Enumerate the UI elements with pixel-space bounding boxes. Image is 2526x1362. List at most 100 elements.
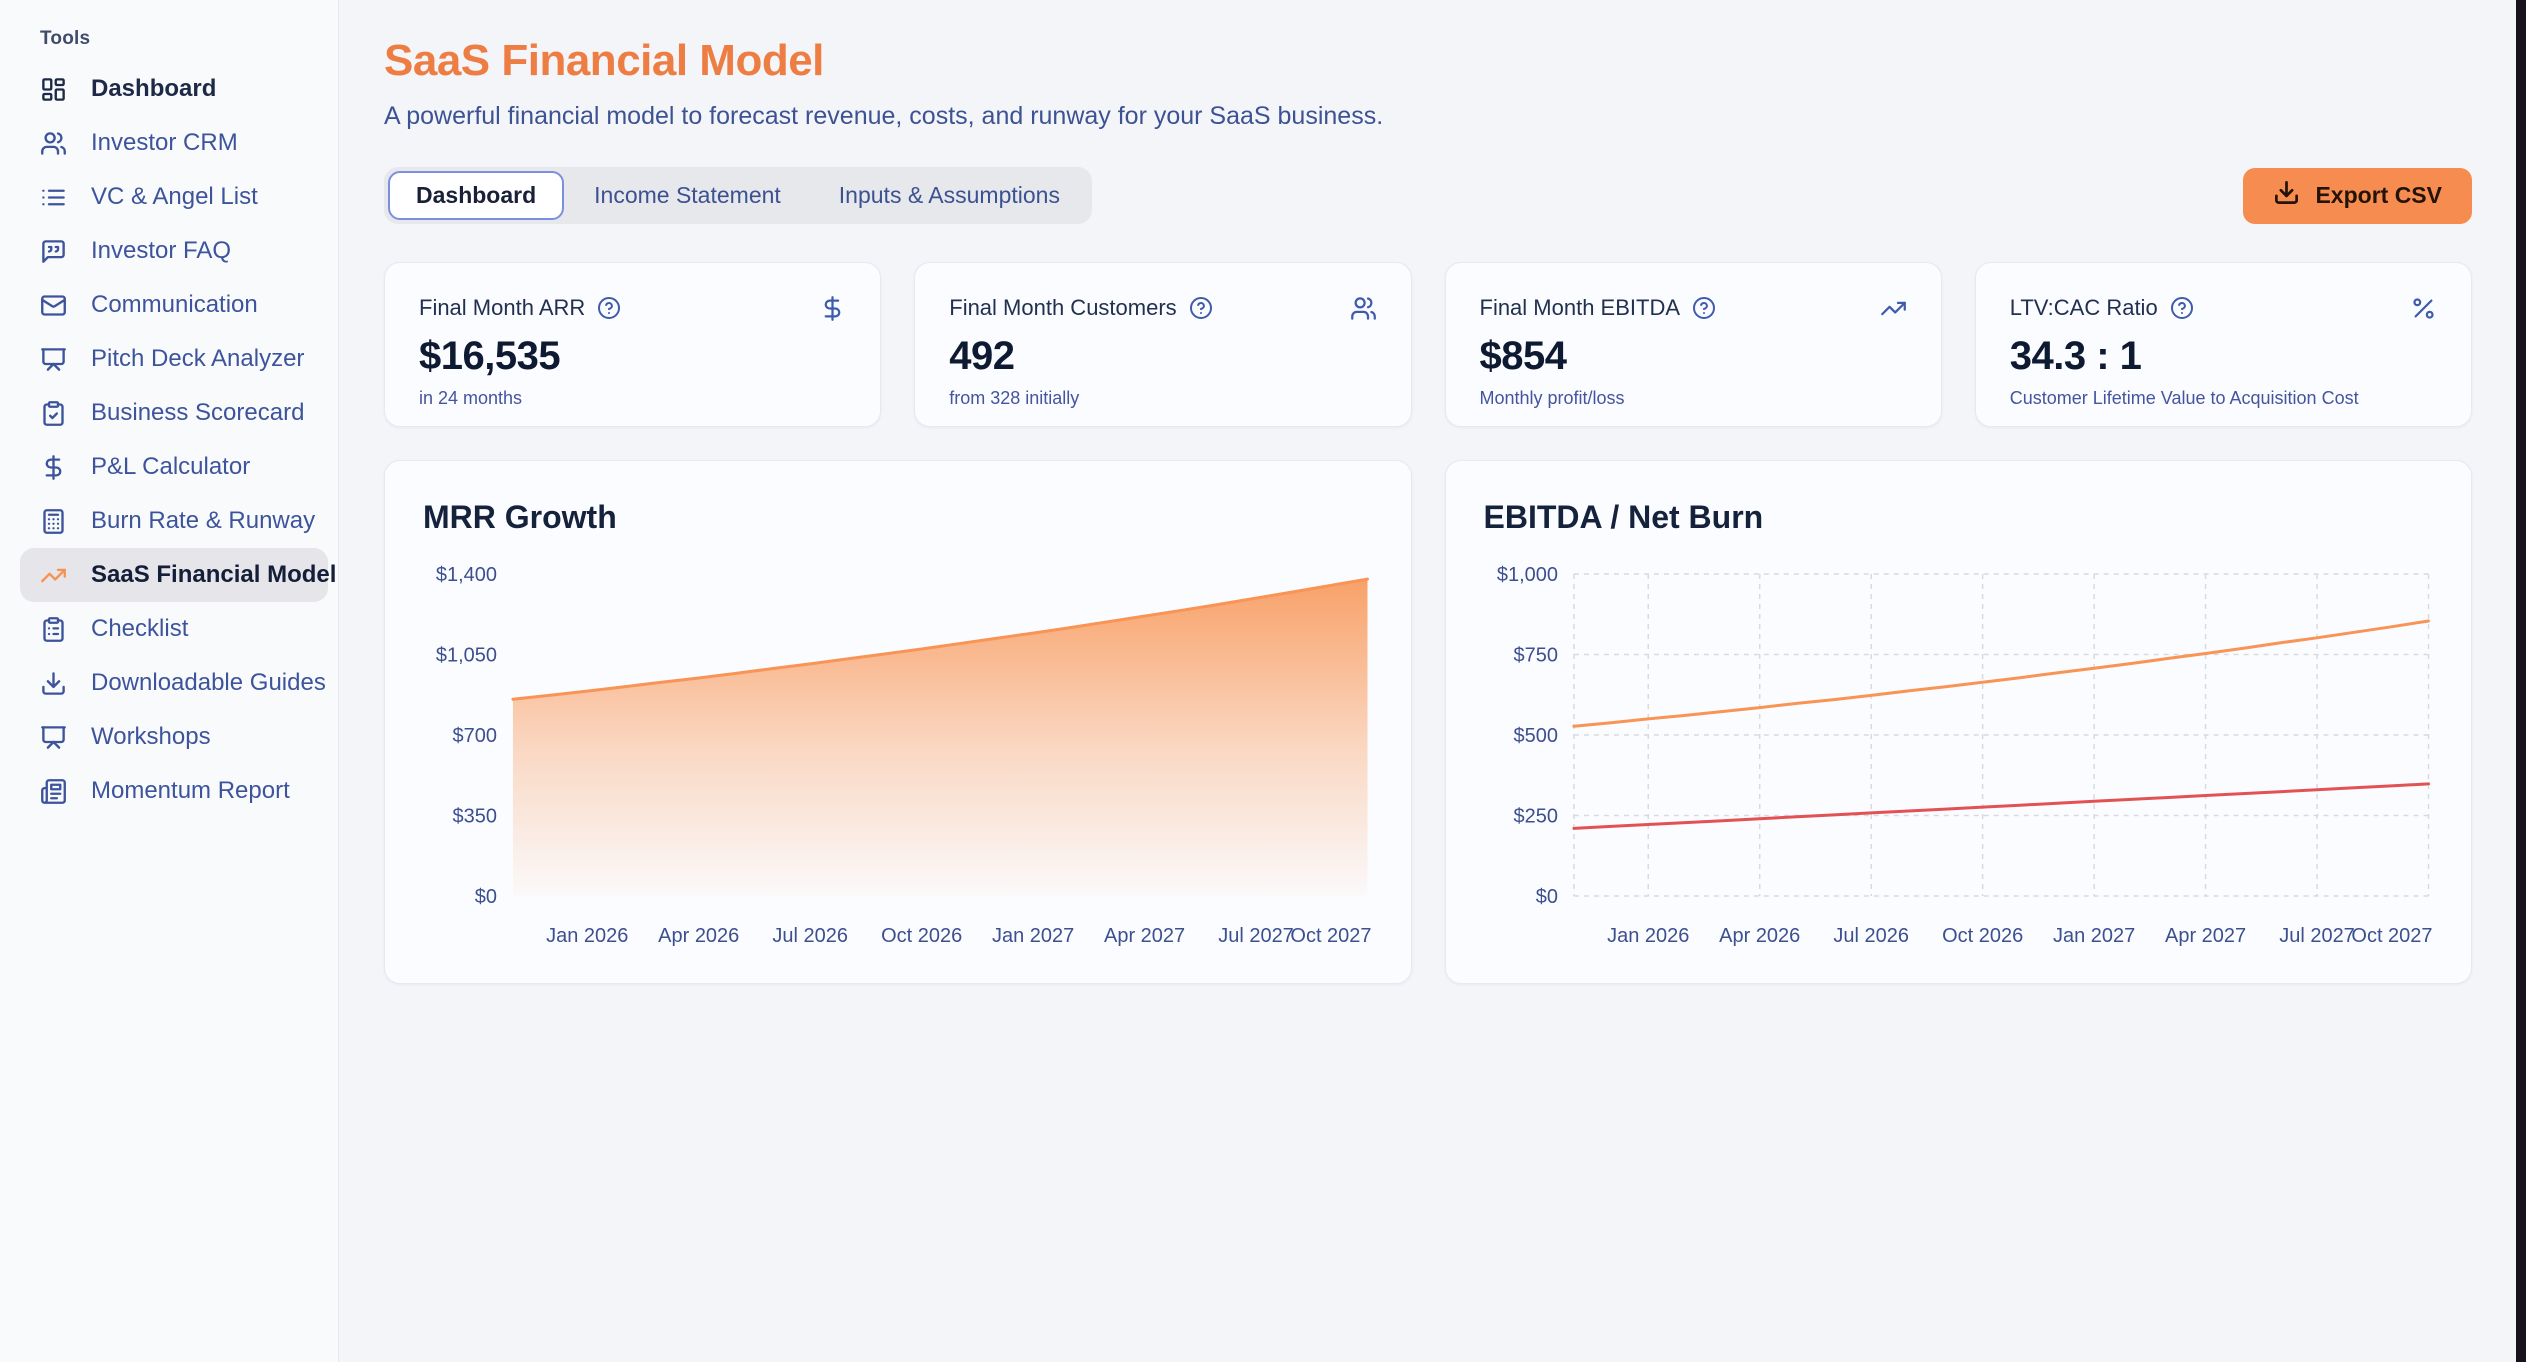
svg-text:$1,400: $1,400 <box>436 564 497 586</box>
layout-dashboard-icon <box>40 76 67 103</box>
svg-text:$250: $250 <box>1513 806 1557 828</box>
sidebar-item-dashboard[interactable]: Dashboard <box>20 62 328 116</box>
tab-inputs-assumptions[interactable]: Inputs & Assumptions <box>811 171 1088 220</box>
list-icon <box>40 184 67 211</box>
sidebar-item-label: Investor CRM <box>91 129 238 156</box>
svg-text:Apr 2027: Apr 2027 <box>2165 925 2246 947</box>
sidebar-item-label: Communication <box>91 291 258 318</box>
svg-text:Oct 2027: Oct 2027 <box>1290 925 1371 947</box>
sidebar-item-label: Momentum Report <box>91 777 290 804</box>
trending-up-icon <box>1880 295 1907 322</box>
help-icon[interactable] <box>1189 296 1213 320</box>
svg-text:Apr 2027: Apr 2027 <box>1104 925 1185 947</box>
charts-row: MRR Growth $0 $350 $700 $1,050 $1,400 Jan 202… <box>384 460 2472 985</box>
stat-label: Final Month EBITDA <box>1479 295 1681 321</box>
sidebar-item-label: Burn Rate & Runway <box>91 507 316 534</box>
sidebar-item-label: Investor FAQ <box>91 237 232 264</box>
sidebar-item-communication[interactable]: Communication <box>20 278 328 332</box>
clipboard-list-icon <box>40 616 67 643</box>
export-csv-label: Export CSV <box>2315 182 2442 209</box>
mail-icon <box>40 292 67 319</box>
percent-icon <box>2410 295 2437 322</box>
clipboard-check-icon <box>40 400 67 427</box>
svg-text:Jan 2027: Jan 2027 <box>992 925 1074 947</box>
mrr-growth-chart-card: MRR Growth $0 $350 $700 $1,050 $1,400 Jan 202… <box>384 460 1412 985</box>
stat-value: 492 <box>949 334 1015 379</box>
stat-card-header: Final Month Customers <box>949 295 1376 322</box>
stat-label: Final Month Customers <box>949 295 1177 321</box>
sidebar-item-momentum-report[interactable]: Momentum Report <box>20 764 328 818</box>
svg-text:$500: $500 <box>1513 725 1557 747</box>
svg-text:$0: $0 <box>1535 886 1557 908</box>
svg-text:Oct 2026: Oct 2026 <box>1942 925 2023 947</box>
stats-row: Final Month ARR $16,535 in 24 months Fin… <box>384 262 2472 428</box>
sidebar-item-label: Downloadable Guides <box>91 669 326 696</box>
stat-card-final-month-arr: Final Month ARR $16,535 in 24 months <box>384 262 882 428</box>
dollar-sign-icon <box>819 295 846 322</box>
svg-text:Apr 2026: Apr 2026 <box>658 925 739 947</box>
sidebar-item-business-scorecard[interactable]: Business Scorecard <box>20 386 328 440</box>
ebitda-net-burn-chart-card: EBITDA / Net Burn $0 $250 $500 $750 $1,000 Ja… <box>1444 460 2472 985</box>
sidebar-item-burn-rate-runway[interactable]: Burn Rate & Runway <box>20 494 328 548</box>
main-content: SaaS Financial Model A powerful financia… <box>340 0 2516 1362</box>
message-square-quote-icon <box>40 238 67 265</box>
svg-text:Apr 2026: Apr 2026 <box>1719 925 1800 947</box>
stat-subtext: in 24 months <box>419 388 523 409</box>
svg-text:Jul 2026: Jul 2026 <box>1833 925 1909 947</box>
sidebar-nav: Dashboard Investor CRM VC & Angel List Inve… <box>0 62 338 818</box>
sidebar-section-label: Tools <box>40 28 91 49</box>
stat-subtext: Customer Lifetime Value to Acquisition C… <box>2009 388 2359 409</box>
sidebar-item-investor-crm[interactable]: Investor CRM <box>20 116 328 170</box>
stat-subtext: Monthly profit/loss <box>1479 388 1625 409</box>
trending-up-icon <box>40 562 67 589</box>
sidebar-item-label: Business Scorecard <box>91 399 305 426</box>
sidebar-item-investor-faq[interactable]: Investor FAQ <box>20 224 328 278</box>
chart-title: MRR Growth <box>423 499 617 536</box>
help-icon[interactable] <box>1692 296 1716 320</box>
sidebar-item-label: SaaS Financial Model <box>91 561 337 588</box>
dollar-sign-icon <box>40 454 67 481</box>
page-subtitle: A powerful financial model to forecast r… <box>384 102 1384 130</box>
screen-edge-strip <box>2516 0 2526 1362</box>
stat-label: LTV:CAC Ratio <box>2009 295 2158 321</box>
stat-card-final-month-customers: Final Month Customers 492 from 328 initi… <box>914 262 1412 428</box>
tab-dashboard[interactable]: Dashboard <box>388 171 565 221</box>
sidebar-item-label: Pitch Deck Analyzer <box>91 345 305 372</box>
presentation-icon <box>40 346 67 373</box>
svg-text:Jan 2026: Jan 2026 <box>1607 925 1689 947</box>
page-title: SaaS Financial Model <box>384 36 824 85</box>
mrr-growth-chart: $0 $350 $700 $1,050 $1,400 Jan 2026 Apr 2026 Ju… <box>436 564 1372 947</box>
sidebar-item-downloadable-guides[interactable]: Downloadable Guides <box>20 656 328 710</box>
ebitda-net-burn-chart: $0 $250 $500 $750 $1,000 Jan 2026 Apr 2026 Jul … <box>1496 564 2432 947</box>
sidebar-item-checklist[interactable]: Checklist <box>20 602 328 656</box>
stat-value: 34.3 : 1 <box>2009 334 2142 379</box>
svg-text:$700: $700 <box>453 725 497 747</box>
toolbar: Dashboard Income Statement Inputs & Assump… <box>384 167 2472 225</box>
stat-value: $854 <box>1479 334 1567 379</box>
sidebar-item-label: VC & Angel List <box>91 183 258 210</box>
help-icon[interactable] <box>2170 296 2194 320</box>
svg-text:Oct 2026: Oct 2026 <box>881 925 962 947</box>
download-icon <box>2273 179 2300 212</box>
svg-text:Jul 2027: Jul 2027 <box>2279 925 2355 947</box>
sidebar: Tools Dashboard Investor CRM VC & Angel Li… <box>0 0 339 1362</box>
tab-income-statement[interactable]: Income Statement <box>566 171 809 220</box>
svg-text:Jul 2027: Jul 2027 <box>1218 925 1294 947</box>
sidebar-item-pitch-deck-analyzer[interactable]: Pitch Deck Analyzer <box>20 332 328 386</box>
export-csv-button[interactable]: Export CSV <box>2243 167 2472 224</box>
sidebar-item-label: Checklist <box>91 615 189 642</box>
newspaper-icon <box>40 778 67 805</box>
sidebar-item-p-l-calculator[interactable]: P&L Calculator <box>20 440 328 494</box>
stat-card-header: LTV:CAC Ratio <box>2010 295 2437 322</box>
stat-card-header: Final Month ARR <box>419 295 846 322</box>
stat-card-ltv-cac-ratio: LTV:CAC Ratio 34.3 : 1 Customer Lifetime… <box>1974 262 2472 428</box>
stat-value: $16,535 <box>419 334 561 379</box>
help-icon[interactable] <box>597 296 621 320</box>
sidebar-item-workshops[interactable]: Workshops <box>20 710 328 764</box>
sidebar-item-vc-angel-list[interactable]: VC & Angel List <box>20 170 328 224</box>
sidebar-item-saas-financial-model[interactable]: SaaS Financial Model <box>20 548 336 602</box>
download-icon <box>40 670 67 697</box>
presentation-icon <box>40 724 67 751</box>
stat-subtext: from 328 initially <box>949 388 1080 409</box>
